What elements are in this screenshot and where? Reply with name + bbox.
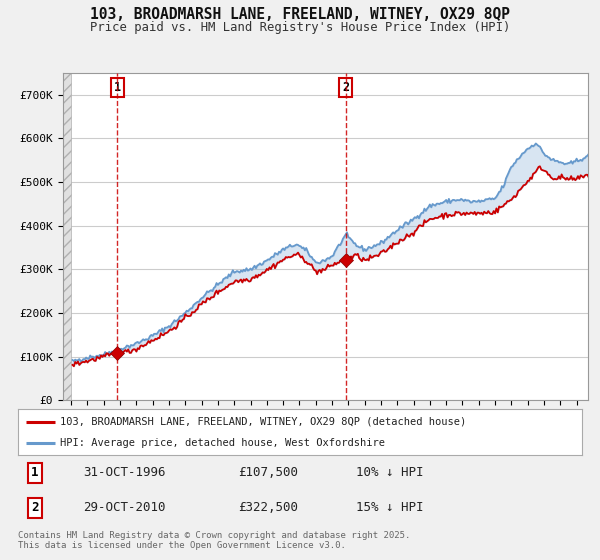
Text: 103, BROADMARSH LANE, FREELAND, WITNEY, OX29 8QP: 103, BROADMARSH LANE, FREELAND, WITNEY, … xyxy=(90,7,510,22)
Text: 31-OCT-1996: 31-OCT-1996 xyxy=(83,466,166,479)
Text: 103, BROADMARSH LANE, FREELAND, WITNEY, OX29 8QP (detached house): 103, BROADMARSH LANE, FREELAND, WITNEY, … xyxy=(60,417,467,427)
Text: 15% ↓ HPI: 15% ↓ HPI xyxy=(356,501,424,515)
Text: £322,500: £322,500 xyxy=(238,501,298,515)
Text: 10% ↓ HPI: 10% ↓ HPI xyxy=(356,466,424,479)
Text: 29-OCT-2010: 29-OCT-2010 xyxy=(83,501,166,515)
Text: 2: 2 xyxy=(31,501,38,515)
Text: 1: 1 xyxy=(31,466,38,479)
Text: 2: 2 xyxy=(342,81,349,94)
Text: 1: 1 xyxy=(114,81,121,94)
Text: Contains HM Land Registry data © Crown copyright and database right 2025.
This d: Contains HM Land Registry data © Crown c… xyxy=(18,531,410,550)
Text: £107,500: £107,500 xyxy=(238,466,298,479)
Text: Price paid vs. HM Land Registry's House Price Index (HPI): Price paid vs. HM Land Registry's House … xyxy=(90,21,510,34)
Text: HPI: Average price, detached house, West Oxfordshire: HPI: Average price, detached house, West… xyxy=(60,438,385,448)
